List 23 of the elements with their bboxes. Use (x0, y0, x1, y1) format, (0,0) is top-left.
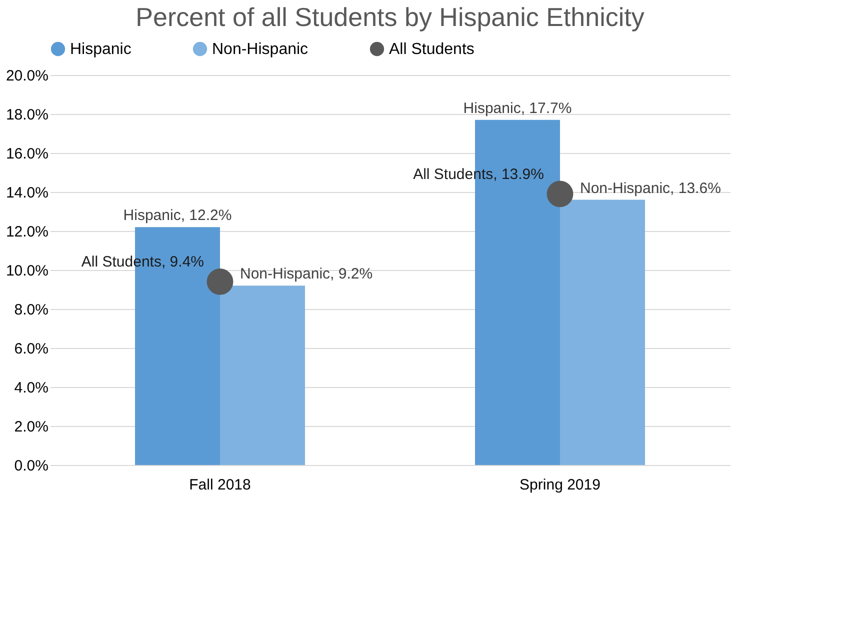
bar (560, 200, 645, 465)
data-label: Hispanic, 12.2% (123, 207, 232, 224)
bar (220, 286, 305, 465)
chart-title: Percent of all Students by Hispanic Ethnicity (136, 2, 644, 32)
x-tick-label: Spring 2019 (520, 476, 600, 494)
y-tick-label: 14.0% (6, 184, 48, 202)
y-tick-label: 4.0% (14, 380, 48, 396)
y-tick-label: 10.0% (6, 262, 48, 280)
y-tick-label: 20.0% (6, 68, 48, 84)
data-label: Hispanic, 17.7% (463, 100, 572, 117)
legend-label: All Students (389, 41, 474, 58)
y-tick-label: 8.0% (14, 302, 48, 318)
data-label: Non-Hispanic, 13.6% (580, 180, 721, 197)
y-tick-label: 12.0% (6, 224, 48, 240)
y-tick-label: 16.0% (6, 146, 48, 162)
y-tick-label: 18.0% (6, 106, 48, 124)
y-tick-label: 2.0% (14, 418, 48, 436)
y-tick-label: 0.0% (14, 458, 48, 474)
data-label: Non-Hispanic, 9.2% (240, 266, 373, 283)
legend-label: Hispanic (70, 41, 132, 58)
x-tick-label: Fall 2018 (189, 476, 251, 494)
y-tick-label: 6.0% (14, 340, 48, 358)
legend-label: Non-Hispanic (212, 41, 308, 58)
